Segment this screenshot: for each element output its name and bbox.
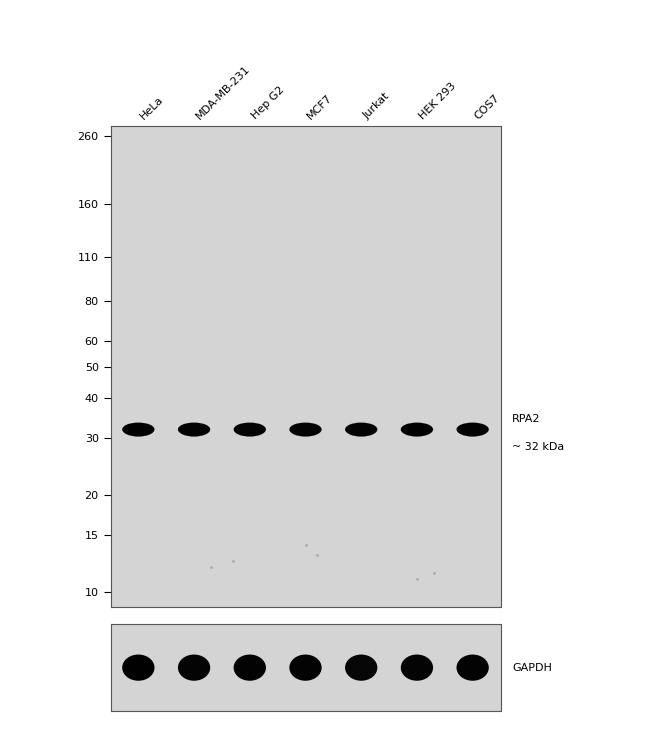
Text: HeLa: HeLa: [138, 94, 166, 122]
Ellipse shape: [289, 422, 322, 436]
Text: Jurkat: Jurkat: [361, 91, 391, 122]
Ellipse shape: [456, 422, 489, 436]
Text: MDA-MB-231: MDA-MB-231: [194, 64, 252, 122]
Text: GAPDH: GAPDH: [512, 662, 552, 673]
Ellipse shape: [401, 422, 433, 436]
Ellipse shape: [122, 654, 155, 681]
Text: COS7: COS7: [473, 93, 501, 122]
Text: RPA2: RPA2: [512, 413, 541, 424]
Point: [205, 561, 216, 573]
Ellipse shape: [345, 654, 378, 681]
Text: MCF7: MCF7: [306, 93, 334, 122]
Point: [300, 539, 311, 551]
Ellipse shape: [178, 422, 210, 436]
Text: ~ 32 kDa: ~ 32 kDa: [512, 442, 564, 452]
Point: [228, 555, 239, 567]
Ellipse shape: [456, 654, 489, 681]
Text: Hep G2: Hep G2: [250, 84, 286, 122]
Ellipse shape: [345, 422, 378, 436]
Point: [428, 567, 439, 579]
Ellipse shape: [401, 654, 433, 681]
Ellipse shape: [122, 422, 155, 436]
Text: HEK 293: HEK 293: [417, 81, 458, 122]
Ellipse shape: [233, 654, 266, 681]
Ellipse shape: [178, 654, 210, 681]
Ellipse shape: [233, 422, 266, 436]
Point: [411, 573, 422, 585]
Ellipse shape: [289, 654, 322, 681]
Point: [311, 550, 322, 562]
